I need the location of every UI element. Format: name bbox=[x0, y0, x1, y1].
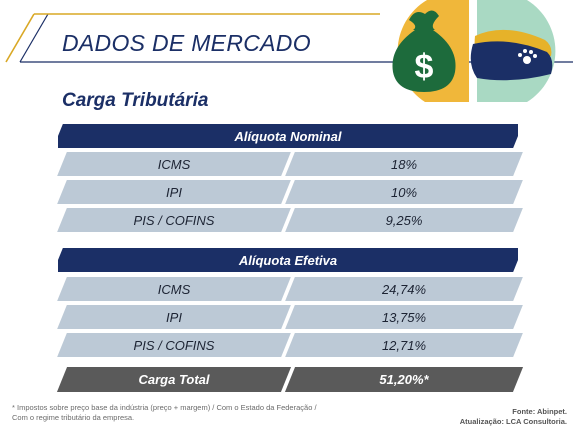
tax-value: 24,74% bbox=[381, 281, 427, 297]
tax-label: PIS / COFINS bbox=[133, 212, 215, 228]
nominal-header: Alíquota Nominal bbox=[58, 124, 518, 148]
efetiva-header: Alíquota Efetiva bbox=[58, 248, 518, 272]
efetiva-header-label: Alíquota Efetiva bbox=[238, 252, 338, 268]
total-label: Carga Total bbox=[138, 372, 210, 387]
footnote-line-1: * Impostos sobre preço base da indústria… bbox=[12, 403, 317, 412]
svg-text:$: $ bbox=[415, 48, 434, 86]
section-subtitle: Carga Tributária bbox=[62, 90, 209, 111]
nominal-row-icms-label: ICMS bbox=[57, 152, 291, 176]
tax-value: 10% bbox=[390, 184, 418, 200]
nominal-row-ipi-label: IPI bbox=[57, 180, 291, 204]
tax-value: 12,71% bbox=[381, 337, 427, 353]
tax-label: ICMS bbox=[157, 156, 191, 172]
nominal-row-ipi-value: 10% bbox=[285, 180, 523, 204]
total-label-cell: Carga Total bbox=[56, 367, 292, 392]
market-illustration: $ bbox=[392, 0, 556, 102]
tax-label: PIS / COFINS bbox=[133, 337, 215, 353]
footnote-line-2: Com o regime tributário da empresa. bbox=[12, 413, 135, 422]
tax-value: 13,75% bbox=[381, 309, 427, 325]
efetiva-row-pis-label: PIS / COFINS bbox=[57, 333, 291, 357]
tax-label: IPI bbox=[166, 184, 182, 200]
source-line-1: Fonte: Abinpet. bbox=[512, 407, 567, 416]
efetiva-row-icms-label: ICMS bbox=[57, 277, 291, 301]
source-line-2: Atualização: LCA Consultoria. bbox=[459, 417, 567, 426]
source-note: Fonte: Abinpet. Atualização: LCA Consult… bbox=[460, 407, 567, 427]
money-bag-icon: $ bbox=[392, 0, 469, 102]
efetiva-row-pis-value: 12,71% bbox=[285, 333, 523, 357]
pet-food-bag-icon bbox=[470, 0, 556, 102]
page-title: DADOS DE MERCADO bbox=[62, 30, 311, 56]
tax-label: ICMS bbox=[157, 281, 191, 297]
nominal-row-icms-value: 18% bbox=[285, 152, 523, 176]
efetiva-row-icms-value: 24,74% bbox=[285, 277, 523, 301]
nominal-row-pis-value: 9,25% bbox=[285, 208, 523, 232]
nominal-header-label: Alíquota Nominal bbox=[234, 128, 342, 144]
total-value: 51,20%* bbox=[379, 372, 429, 387]
total-value-cell: 51,20%* bbox=[284, 367, 524, 392]
tax-label: IPI bbox=[166, 309, 182, 325]
nominal-row-pis-label: PIS / COFINS bbox=[57, 208, 291, 232]
tax-value: 18% bbox=[390, 156, 418, 172]
footnote: * Impostos sobre preço base da indústria… bbox=[12, 403, 392, 423]
efetiva-row-ipi-label: IPI bbox=[57, 305, 291, 329]
efetiva-row-ipi-value: 13,75% bbox=[285, 305, 523, 329]
tax-value: 9,25% bbox=[385, 212, 423, 228]
